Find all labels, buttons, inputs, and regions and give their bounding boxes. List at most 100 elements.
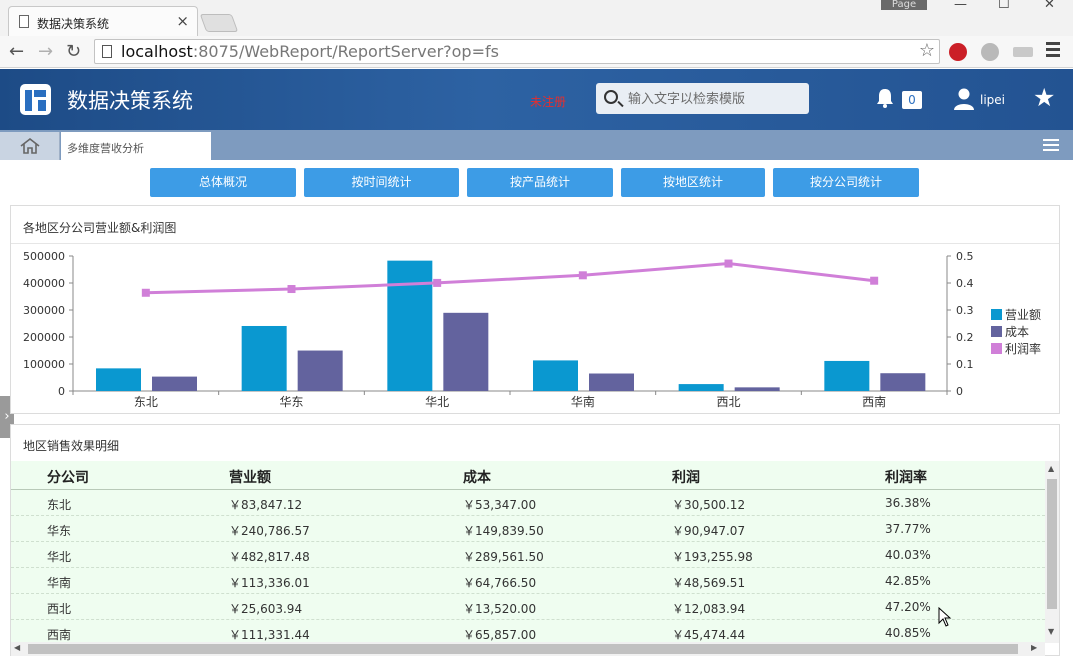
by-time-button[interactable]: 按时间统计 — [304, 168, 459, 197]
margin-point — [433, 278, 442, 287]
bar-revenue — [678, 384, 724, 391]
table-cell: 华东 — [47, 524, 72, 538]
browser-toolbar: ← → ↻ localhost:8075/WebReport/ReportSer… — [0, 36, 1073, 68]
template-search[interactable] — [596, 83, 809, 114]
tab-multidimensional-revenue[interactable]: 多维度营收分析 — [61, 132, 211, 160]
category-label: 华南 — [571, 394, 595, 409]
table-cell: ￥64,766.50 — [463, 576, 537, 590]
table-cell: 40.03% — [885, 548, 931, 562]
table-cell: 42.85% — [885, 574, 931, 588]
table-row[interactable]: 西北 ￥25,603.94 ￥13,520.00 ￥12,083.94 47.20% — [11, 594, 1045, 620]
app-title: 数据决策系统 — [67, 89, 193, 113]
close-window-icon[interactable]: ✕ — [1044, 0, 1055, 12]
scroll-right-icon[interactable]: ▶ — [1031, 643, 1038, 652]
by-branch-button[interactable]: 按分公司统计 — [773, 168, 919, 197]
legend-swatch — [991, 326, 1002, 337]
bookmark-star-icon[interactable]: ☆ — [918, 40, 935, 61]
username[interactable]: lipei — [980, 93, 1006, 107]
right-tick-label: 0.5 — [956, 250, 974, 263]
table-cell: ￥193,255.98 — [672, 550, 753, 564]
home-icon — [20, 138, 40, 154]
table-cell: 47.20% — [885, 600, 931, 614]
bar-cost — [443, 312, 489, 391]
bar-cost — [880, 373, 926, 391]
maximize-icon[interactable]: ☐ — [998, 0, 1010, 12]
table-row[interactable]: 西南 ￥111,331.44 ￥65,857.00 ￥45,474.44 40.85% — [11, 620, 1045, 643]
scroll-down-icon[interactable]: ▼ — [1048, 627, 1055, 636]
report-tab-label: 多维度营收分析 — [67, 142, 144, 155]
table-cell: ￥111,331.44 — [229, 628, 310, 642]
user-icon[interactable] — [954, 88, 974, 110]
document-icon — [19, 15, 29, 28]
sales-detail-table: 分公司 营业额 成本 利润 利润率 东北 ￥83,847.12 ￥53,347.00… — [11, 461, 1045, 643]
search-input[interactable] — [628, 89, 798, 109]
legend-swatch — [991, 309, 1002, 320]
forward-icon[interactable]: → — [38, 41, 54, 62]
new-tab-button[interactable] — [199, 14, 239, 32]
scroll-left-icon[interactable]: ◀ — [14, 643, 21, 652]
page-button[interactable]: Page — [881, 0, 927, 10]
browser-menu-icon[interactable] — [1046, 42, 1060, 60]
legend-cost[interactable]: 成本 — [991, 323, 1029, 340]
bar-cost — [152, 376, 197, 391]
overview-button[interactable]: 总体概况 — [150, 168, 296, 197]
scroll-thumb[interactable] — [28, 644, 1018, 654]
column-header: 成本 — [463, 470, 491, 486]
close-tab-icon[interactable]: × — [176, 12, 189, 30]
bell-icon[interactable] — [876, 88, 894, 108]
margin-point — [870, 276, 879, 285]
by-region-button[interactable]: 按地区统计 — [621, 168, 765, 197]
table-cell: ￥289,561.50 — [463, 550, 544, 564]
category-label: 西南 — [862, 394, 886, 409]
home-tab[interactable] — [0, 132, 60, 160]
legend-label: 营业额 — [1005, 308, 1042, 322]
logo-icon — [20, 84, 51, 115]
unregistered-link[interactable]: 未注册 — [530, 95, 567, 109]
browser-tab[interactable]: 数据决策系统 × — [8, 6, 198, 36]
minimize-icon[interactable]: — — [954, 0, 967, 12]
right-tick-label: 0.2 — [956, 331, 974, 344]
bar-revenue — [241, 325, 287, 391]
table-row[interactable]: 华东 ￥240,786.57 ￥149,839.50 ￥90,947.07 37.77% — [11, 516, 1045, 542]
bar-revenue — [96, 368, 141, 391]
back-icon[interactable]: ← — [9, 41, 25, 62]
table-row[interactable]: 东北 ￥83,847.12 ￥53,347.00 ￥30,500.12 36.38% — [11, 490, 1045, 516]
legend-revenue[interactable]: 营业额 — [991, 306, 1041, 323]
reload-icon[interactable]: ↻ — [66, 41, 82, 62]
table-panel-title: 地区销售效果明细 — [23, 439, 120, 453]
revenue-profit-chart: 500000 400000 300000 200000 100000 0 0.5 0.4 0.3… — [23, 250, 974, 409]
bar-revenue — [387, 260, 433, 391]
table-cell: ￥45,474.44 — [672, 628, 746, 642]
bar-revenue — [824, 360, 870, 391]
legend-label: 利润率 — [1005, 342, 1042, 356]
divider — [11, 243, 1059, 244]
page-icon — [102, 45, 112, 58]
browser-tab-title: 数据决策系统 — [37, 17, 110, 31]
margin-point — [141, 288, 150, 297]
category-label: 华东 — [279, 395, 303, 409]
table-cell: ￥25,603.94 — [229, 602, 303, 616]
url-text: localhost:8075/WebReport/ReportServer?op… — [121, 42, 499, 61]
right-tick-label: 0.1 — [956, 358, 974, 371]
table-row[interactable]: 华北 ￥482,817.48 ￥289,561.50 ￥193,255.98 40.03… — [11, 542, 1045, 568]
pinterest-icon[interactable] — [949, 43, 967, 61]
table-cell: 西南 — [47, 628, 72, 642]
by-product-button[interactable]: 按产品统计 — [467, 168, 613, 197]
right-tick-label: 0.3 — [956, 304, 974, 317]
favorites-star-icon[interactable]: ★ — [1033, 83, 1056, 112]
table-cell: 华北 — [47, 550, 72, 564]
left-tick-label: 300000 — [23, 304, 65, 317]
legend-margin[interactable]: 利润率 — [991, 340, 1041, 357]
scroll-thumb[interactable] — [1047, 479, 1057, 609]
search-icon — [604, 90, 618, 104]
horizontal-scrollbar[interactable]: ◀ ▶ — [11, 642, 1045, 656]
address-bar[interactable]: localhost:8075/WebReport/ReportServer?op… — [94, 39, 940, 64]
cntv-icon[interactable] — [1013, 47, 1033, 57]
tab-menu-icon[interactable] — [1043, 139, 1059, 154]
notification-badge[interactable]: 0 — [902, 91, 922, 109]
vertical-scrollbar[interactable]: ▲ ▼ — [1045, 461, 1059, 643]
left-tick-label: 0 — [58, 385, 65, 398]
extension-icon[interactable] — [981, 43, 999, 61]
table-row[interactable]: 华南 ￥113,336.01 ￥64,766.50 ￥48,569.51 42.85% — [11, 568, 1045, 594]
scroll-up-icon[interactable]: ▲ — [1048, 464, 1055, 473]
